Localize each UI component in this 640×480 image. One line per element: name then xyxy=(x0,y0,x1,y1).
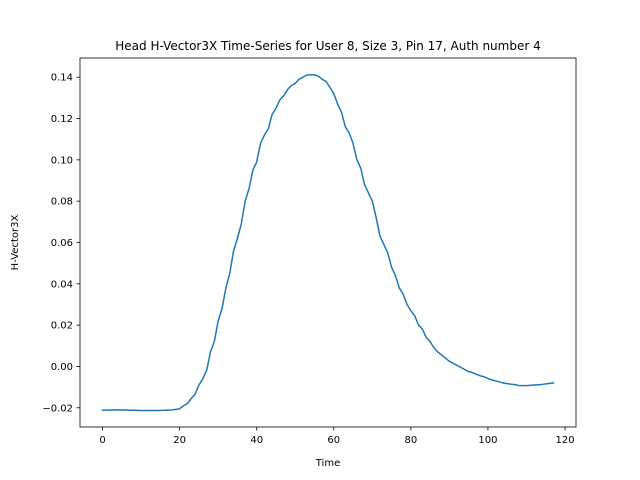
series-line xyxy=(101,73,555,412)
x-axis-label: Time xyxy=(315,458,340,469)
x-tick-label: 120 xyxy=(555,435,574,446)
x-tick-label: 20 xyxy=(173,435,186,446)
y-tick-label: 0.10 xyxy=(51,155,73,166)
y-tick-label: 0.14 xyxy=(51,73,73,84)
chart-title: Head H-Vector3X Time-Series for User 8, … xyxy=(115,39,540,53)
y-tick-label: 0.00 xyxy=(51,362,73,373)
plot-frame xyxy=(79,57,577,428)
x-tick-label: 40 xyxy=(250,435,263,446)
y-tick-label: 0.12 xyxy=(51,114,73,125)
y-tick-label: 0.06 xyxy=(51,238,73,249)
y-axis: −0.02 0.00 0.02 0.04 0.06 0.08 0.10 0.12 0.14 xyxy=(42,73,80,414)
x-tick-label: 60 xyxy=(327,435,340,446)
y-tick-label: −0.02 xyxy=(42,403,73,414)
y-tick-label: 0.08 xyxy=(51,197,73,208)
x-tick-label: 80 xyxy=(404,435,417,446)
x-tick-label: 100 xyxy=(478,435,497,446)
x-axis: 0 20 40 60 80 100 120 xyxy=(99,427,575,446)
y-tick-label: 0.02 xyxy=(51,321,73,332)
y-axis-label: H-Vector3X xyxy=(10,215,21,271)
y-tick-label: 0.04 xyxy=(51,279,73,290)
x-tick-label: 0 xyxy=(99,435,105,446)
